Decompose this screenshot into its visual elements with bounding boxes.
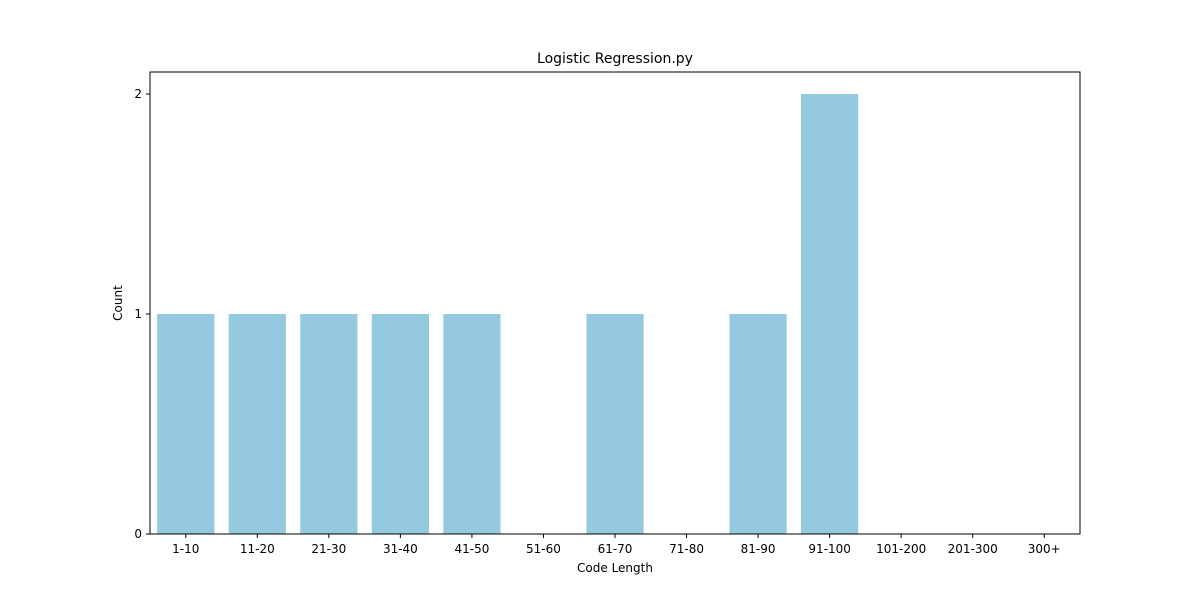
bar-11-20 [228, 314, 286, 534]
y-tick-label: 2 [134, 87, 142, 101]
x-tick-label: 71-80 [669, 542, 704, 556]
bar-31-40 [371, 314, 429, 534]
x-tick-label: 1-10 [172, 542, 199, 556]
y-axis-label: Count [111, 285, 125, 321]
x-tick-label: 21-30 [311, 542, 346, 556]
x-axis-label: Code Length [577, 561, 653, 575]
bar-41-50 [443, 314, 501, 534]
bar-81-90 [729, 314, 787, 534]
x-axis: 1-10 11-20 21-30 31-40 41-50 51-60 61-70 71-80 8… [172, 534, 1061, 556]
x-tick-label: 51-60 [526, 542, 561, 556]
x-tick-label: 300+ [1028, 542, 1061, 556]
bar-91-100 [801, 94, 859, 534]
x-tick-label: 31-40 [383, 542, 418, 556]
chart-title: Logistic Regression.py [537, 51, 693, 67]
y-axis: 0 1 2 [134, 87, 150, 541]
y-tick-label: 1 [134, 307, 142, 321]
x-tick-label: 81-90 [741, 542, 776, 556]
x-tick-label: 101-200 [876, 542, 926, 556]
bars-group [157, 94, 859, 534]
bar-21-30 [300, 314, 358, 534]
x-tick-label: 61-70 [598, 542, 633, 556]
x-tick-label: 11-20 [240, 542, 275, 556]
x-tick-label: 41-50 [454, 542, 489, 556]
x-tick-label: 91-100 [808, 542, 851, 556]
x-tick-label: 201-300 [948, 542, 998, 556]
y-tick-label: 0 [134, 527, 142, 541]
bar-1-10 [157, 314, 215, 534]
bar-61-70 [586, 314, 644, 534]
